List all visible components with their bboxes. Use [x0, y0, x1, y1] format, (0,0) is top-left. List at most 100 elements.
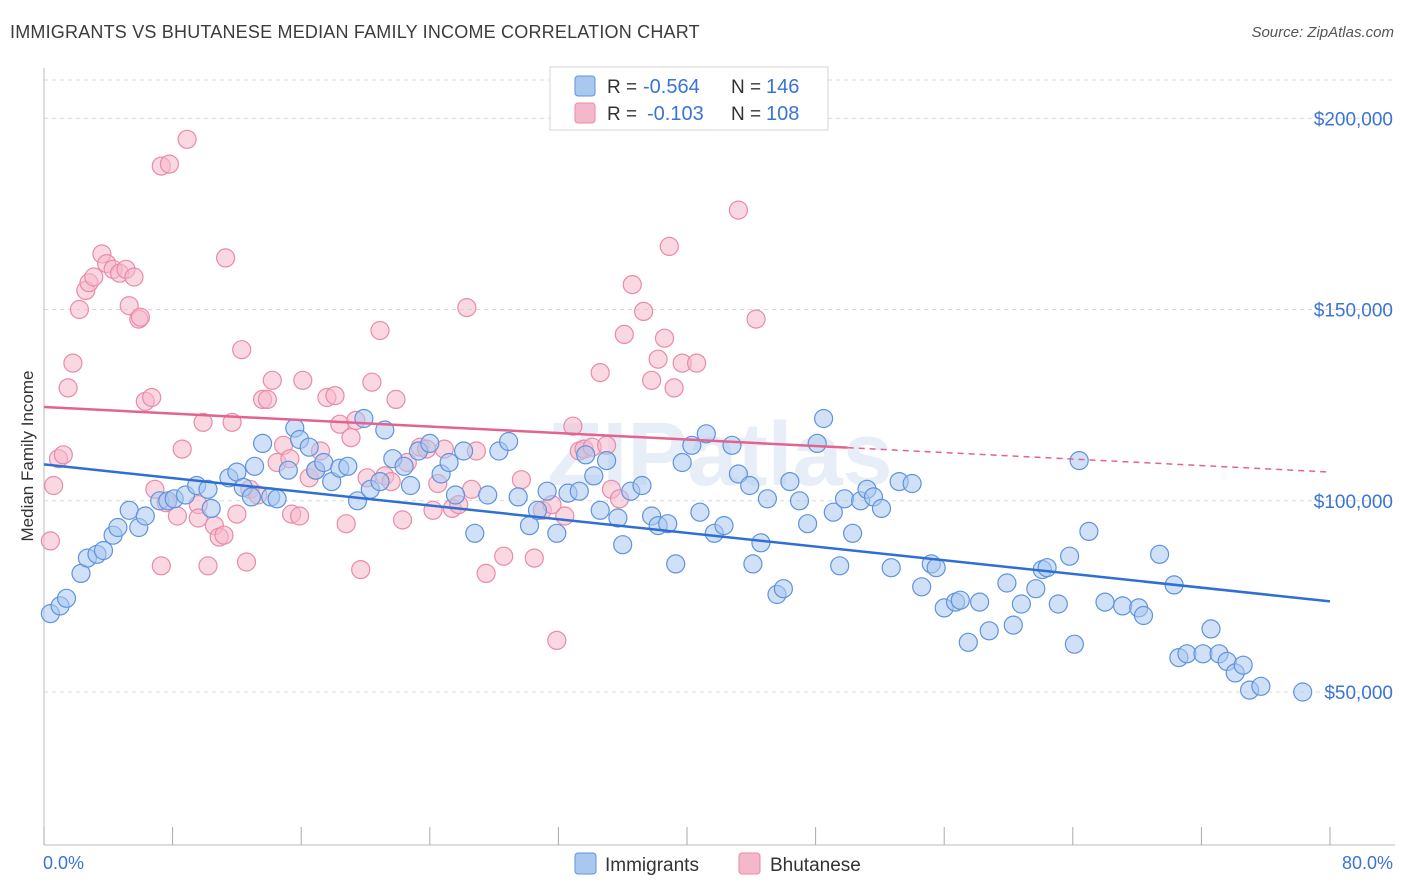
data-point: [241, 487, 261, 507]
data-point: [124, 267, 144, 287]
data-point: [445, 485, 466, 505]
data-point: [746, 309, 766, 329]
data-point: [354, 408, 374, 429]
data-point: [926, 558, 946, 578]
data-point: [1193, 644, 1213, 664]
data-point: [608, 508, 628, 528]
grid-lines: [44, 79, 1395, 693]
data-point: [394, 456, 414, 476]
data-point: [547, 523, 567, 543]
data-point: [1059, 546, 1080, 566]
data-point: [198, 556, 218, 576]
data-point: [797, 514, 818, 534]
immigrants-points: [40, 408, 1313, 702]
data-point: [584, 466, 604, 486]
data-point: [823, 502, 843, 522]
data-point: [236, 552, 257, 572]
data-point: [1095, 592, 1115, 612]
data-point: [740, 475, 760, 496]
data-point: [508, 487, 528, 507]
data-point: [1251, 676, 1271, 696]
bottom-legend-swatch-immigrants: [574, 852, 597, 875]
data-point: [262, 370, 282, 390]
chart-source: Source: ZipAtlas.com: [1251, 24, 1394, 41]
data-point: [590, 363, 610, 383]
data-point: [633, 301, 654, 321]
data-point: [53, 445, 73, 465]
data-point: [420, 433, 440, 453]
data-point: [834, 489, 855, 509]
data-point: [1177, 644, 1197, 664]
data-point: [1201, 619, 1221, 639]
data-point: [119, 296, 139, 316]
data-point: [69, 299, 90, 320]
data-point: [632, 475, 652, 496]
data-point: [830, 556, 850, 576]
legend-r-value-2: -0.103: [647, 103, 704, 125]
data-point: [780, 472, 800, 492]
legend-swatch-immigrants: [574, 75, 596, 97]
data-point: [690, 502, 710, 522]
legend-swatch-bhutanese: [574, 102, 596, 124]
trend-lines: [43, 405, 1331, 603]
data-point: [245, 456, 265, 476]
data-point: [958, 632, 978, 652]
data-point: [1293, 682, 1313, 702]
data-point: [314, 452, 334, 473]
y-tick-label: $200,000: [1314, 109, 1393, 130]
x-tick-label-start: 0.0%: [43, 853, 84, 873]
data-point: [386, 389, 406, 409]
data-point: [227, 504, 247, 524]
data-point: [537, 481, 557, 501]
data-point: [1064, 634, 1085, 654]
data-point: [278, 460, 298, 480]
bottom-legend-bhutanese: Bhutanese: [770, 855, 861, 876]
data-point: [722, 435, 742, 455]
legend-r-value-1: -0.564: [643, 76, 700, 98]
data-point: [392, 510, 413, 530]
data-point: [1233, 655, 1253, 675]
data-point: [198, 479, 218, 499]
data-point: [299, 437, 319, 457]
data-point: [596, 451, 617, 471]
data-point: [842, 523, 863, 543]
data-point: [1037, 558, 1057, 578]
data-point: [979, 621, 999, 641]
data-point: [743, 554, 763, 574]
data-point: [142, 387, 162, 408]
data-point: [325, 386, 345, 406]
data-point: [465, 523, 485, 543]
data-point: [58, 378, 78, 398]
data-point: [813, 408, 834, 429]
data-point: [336, 514, 356, 534]
data-point: [728, 200, 749, 220]
data-point: [1149, 544, 1170, 564]
data-point: [108, 517, 128, 538]
data-point: [341, 428, 361, 448]
legend: R = -0.564 N = 146 R = -0.103 N = 108: [549, 66, 829, 131]
data-point: [151, 556, 171, 576]
data-point: [757, 489, 778, 509]
data-point: [672, 452, 692, 473]
data-point: [1069, 451, 1089, 471]
data-point: [362, 372, 382, 392]
data-point: [135, 506, 155, 526]
data-point: [214, 525, 234, 545]
data-point: [439, 452, 459, 473]
legend-r-label-1: R =: [607, 77, 637, 98]
y-tick-label: $100,000: [1314, 492, 1393, 513]
data-point: [499, 431, 519, 452]
y-tick-labels: $50,000 $100,000 $150,000 $200,000: [1314, 109, 1393, 704]
legend-n-value-2: 108: [766, 103, 799, 125]
x-tick-label-end: 80.0%: [1342, 853, 1393, 873]
data-point: [912, 577, 932, 597]
data-point: [881, 558, 901, 578]
data-point: [1112, 596, 1133, 616]
data-point: [648, 349, 668, 369]
data-point: [257, 389, 277, 409]
data-point: [476, 563, 496, 584]
data-point: [400, 475, 421, 496]
data-point: [555, 506, 575, 526]
bhutanese-trend-line-dashed: [847, 446, 1331, 473]
